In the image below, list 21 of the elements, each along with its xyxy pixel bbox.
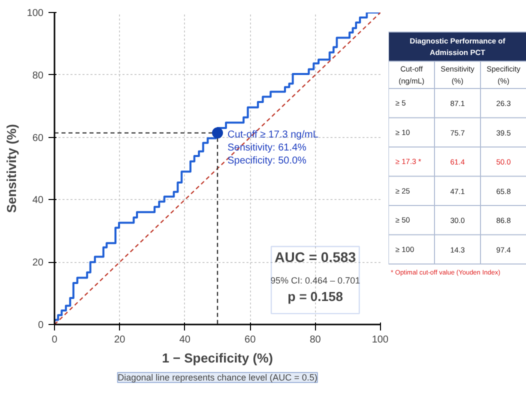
x-tick-label: 60 xyxy=(244,334,256,346)
x-tick-label: 80 xyxy=(310,334,322,346)
annotation: AUC = 0.583 xyxy=(274,249,356,266)
text: Diagonal line represents chance level (AUC = 0.5) xyxy=(118,372,318,382)
annotation: 95% CI: 0.464 – 0.701 xyxy=(270,276,360,286)
x-tick-label: 100 xyxy=(372,334,389,346)
annotation: p = 0.158 xyxy=(288,289,343,304)
annotation: Cut-off ≥ 17.3 ng/mL xyxy=(228,129,319,140)
y-tick-label: 20 xyxy=(32,258,44,269)
y-axis-title: Sensitivity (%) xyxy=(4,124,19,213)
x-tick-label: 20 xyxy=(114,334,126,346)
x-tick-label: 0 xyxy=(52,334,58,346)
x-tick-label: 40 xyxy=(179,334,191,346)
y-tick-label: 0 xyxy=(38,320,44,331)
annotation: Sensitivity: 61.4% xyxy=(228,142,307,154)
y-tick-label: 100 xyxy=(26,8,44,19)
annotation: Specificity: 50.0% xyxy=(228,155,307,166)
x-axis-title: 1 − Specificity (%) xyxy=(162,350,273,366)
y-tick-label: 40 xyxy=(32,195,44,206)
y-tick-label: 80 xyxy=(32,70,44,82)
y-tick-label: 60 xyxy=(32,132,44,144)
